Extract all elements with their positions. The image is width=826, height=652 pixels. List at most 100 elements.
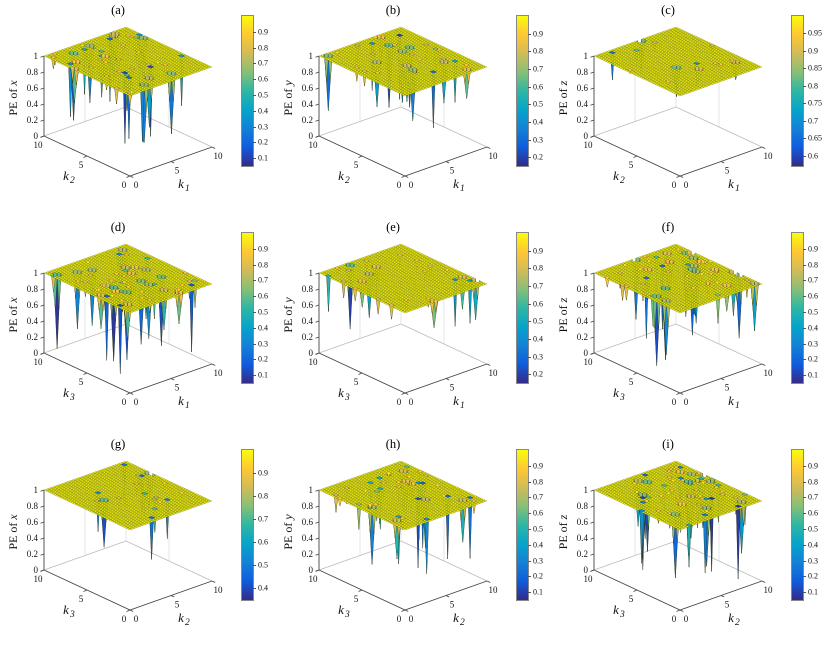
colorbar-tick-label: 0.9 xyxy=(258,244,268,254)
colorbar-gradient xyxy=(791,232,804,384)
colorbar-tick-label: 0.5 xyxy=(808,524,818,534)
subplot-label: (d) xyxy=(110,220,126,234)
colorbar-tick xyxy=(528,321,531,323)
colorbar-tick-label: 0.5 xyxy=(808,307,818,317)
colorbar-tick-label: 0.6 xyxy=(258,537,268,547)
colorbar-tick-label: 0.9 xyxy=(808,461,818,471)
subplot-label: (b) xyxy=(385,3,401,17)
colorbar-tick-label: 0.1 xyxy=(258,370,268,380)
subplot-e: (e) 0.2 0.3 0.4 0.5 0.6 0.7 0.8 0.9 xyxy=(275,217,550,434)
colorbar-tick-label: 0.8 xyxy=(533,477,543,487)
colorbar-tick xyxy=(803,138,806,140)
colorbar-tick-label: 0.7 xyxy=(258,58,268,68)
colorbar-tick-label: 0.8 xyxy=(808,477,818,487)
colorbar-tick-label: 0.2 xyxy=(533,571,543,581)
colorbar-tick-label: 0.6 xyxy=(258,74,268,84)
colorbar-tick-label: 0.7 xyxy=(258,514,268,524)
colorbar-tick xyxy=(253,359,256,361)
subplot-b: (b) 0.2 0.3 0.4 0.5 0.6 0.7 0.8 0.9 xyxy=(275,0,550,217)
colorbar-tick xyxy=(803,359,806,361)
colorbar-tick xyxy=(253,519,256,521)
colorbar-gradient xyxy=(241,449,254,601)
colorbar-tick xyxy=(253,565,256,567)
colorbar-tick-label: 0.6 xyxy=(533,508,543,518)
colorbar-tick xyxy=(253,63,256,65)
colorbar-tick xyxy=(253,126,256,128)
colorbar-tick-label: 0.8 xyxy=(533,46,543,56)
colorbar-tick xyxy=(528,68,531,70)
colorbar-tick xyxy=(803,592,806,594)
colorbar-tick-label: 0.75 xyxy=(808,98,822,108)
colorbar-tick-label: 0.2 xyxy=(533,152,543,162)
colorbar-gradient xyxy=(241,15,254,167)
colorbar-tick xyxy=(253,311,256,313)
colorbar: 0.2 0.3 0.4 0.5 0.6 0.7 0.8 0.9 xyxy=(516,15,550,167)
colorbar-tick-label: 0.7 xyxy=(808,275,818,285)
subplot-label: (f) xyxy=(661,220,675,234)
colorbar-tick-label: 0.9 xyxy=(533,29,543,39)
surface-plot-canvas xyxy=(2,231,234,423)
colorbar-tick-label: 0.5 xyxy=(533,316,543,326)
colorbar-tick xyxy=(528,157,531,159)
colorbar-tick-label: 0.3 xyxy=(808,339,818,349)
colorbar-tick-label: 0.4 xyxy=(808,540,818,550)
colorbar-tick xyxy=(253,496,256,498)
colorbar-tick xyxy=(253,588,256,590)
colorbar-tick xyxy=(528,86,531,88)
colorbar-tick xyxy=(253,264,256,266)
colorbar-tick-label: 0.3 xyxy=(533,556,543,566)
colorbar-tick xyxy=(528,513,531,515)
colorbar-tick-label: 0.4 xyxy=(533,117,543,127)
colorbar-tick xyxy=(528,497,531,499)
colorbar-tick xyxy=(253,280,256,282)
colorbar: 0.1 0.2 0.3 0.4 0.5 0.6 0.7 0.8 0.9 xyxy=(791,449,825,601)
colorbar: 0.1 0.2 0.3 0.4 0.5 0.6 0.7 0.8 0.9 xyxy=(516,449,550,601)
colorbar-tick xyxy=(803,155,806,157)
colorbar-tick xyxy=(528,544,531,546)
subplot-g: (g) 0.4 0.5 0.6 0.7 0.8 0.9 xyxy=(0,434,275,651)
colorbar-tick-label: 0.9 xyxy=(808,244,818,254)
colorbar-tick xyxy=(803,343,806,345)
colorbar-tick-label: 0.5 xyxy=(258,560,268,570)
colorbar-tick xyxy=(528,268,531,270)
colorbar-tick-label: 0.7 xyxy=(258,275,268,285)
subplot-c: (c) 0.6 0.65 0.7 0.75 0.8 0.85 0.9 0.95 xyxy=(550,0,825,217)
colorbar-tick-label: 0.4 xyxy=(533,540,543,550)
colorbar-tick xyxy=(528,303,531,305)
colorbar-tick-label: 0.9 xyxy=(258,468,268,478)
colorbar-tick-label: 0.8 xyxy=(258,43,268,53)
colorbar-tick xyxy=(803,465,806,467)
colorbar-tick xyxy=(803,497,806,499)
colorbar-tick-label: 0.4 xyxy=(808,323,818,333)
subplot-label: (a) xyxy=(111,3,125,17)
colorbar-gradient xyxy=(791,15,804,167)
colorbar-tick-label: 0.6 xyxy=(808,291,818,301)
colorbar-tick-label: 0.8 xyxy=(258,260,268,270)
surface-plot-canvas xyxy=(277,14,509,206)
colorbar-tick xyxy=(528,121,531,123)
surface-plot-canvas xyxy=(552,448,784,640)
colorbar-tick-label: 0.2 xyxy=(533,369,543,379)
colorbar: 0.1 0.2 0.3 0.4 0.5 0.6 0.7 0.8 0.9 xyxy=(791,232,825,384)
colorbar-tick xyxy=(803,296,806,298)
colorbar-tick xyxy=(528,356,531,358)
colorbar-tick-label: 0.4 xyxy=(258,583,268,593)
colorbar-tick-label: 0.7 xyxy=(533,492,543,502)
colorbar-tick-label: 0.7 xyxy=(808,116,818,126)
colorbar-tick-label: 0.6 xyxy=(533,82,543,92)
colorbar-tick xyxy=(528,285,531,287)
colorbar-tick xyxy=(803,560,806,562)
colorbar-tick-label: 0.6 xyxy=(258,291,268,301)
colorbar-tick xyxy=(253,79,256,81)
colorbar-tick xyxy=(528,338,531,340)
colorbar-tick xyxy=(803,248,806,250)
subplot-label: (g) xyxy=(110,437,126,451)
colorbar-tick-label: 0.5 xyxy=(533,99,543,109)
colorbar-tick xyxy=(253,375,256,377)
colorbar-tick xyxy=(528,465,531,467)
colorbar-tick xyxy=(803,85,806,87)
surface-plot-canvas xyxy=(2,14,234,206)
colorbar-tick-label: 0.5 xyxy=(533,524,543,534)
colorbar-tick-label: 0.8 xyxy=(808,81,818,91)
subplot-label: (e) xyxy=(386,220,400,234)
